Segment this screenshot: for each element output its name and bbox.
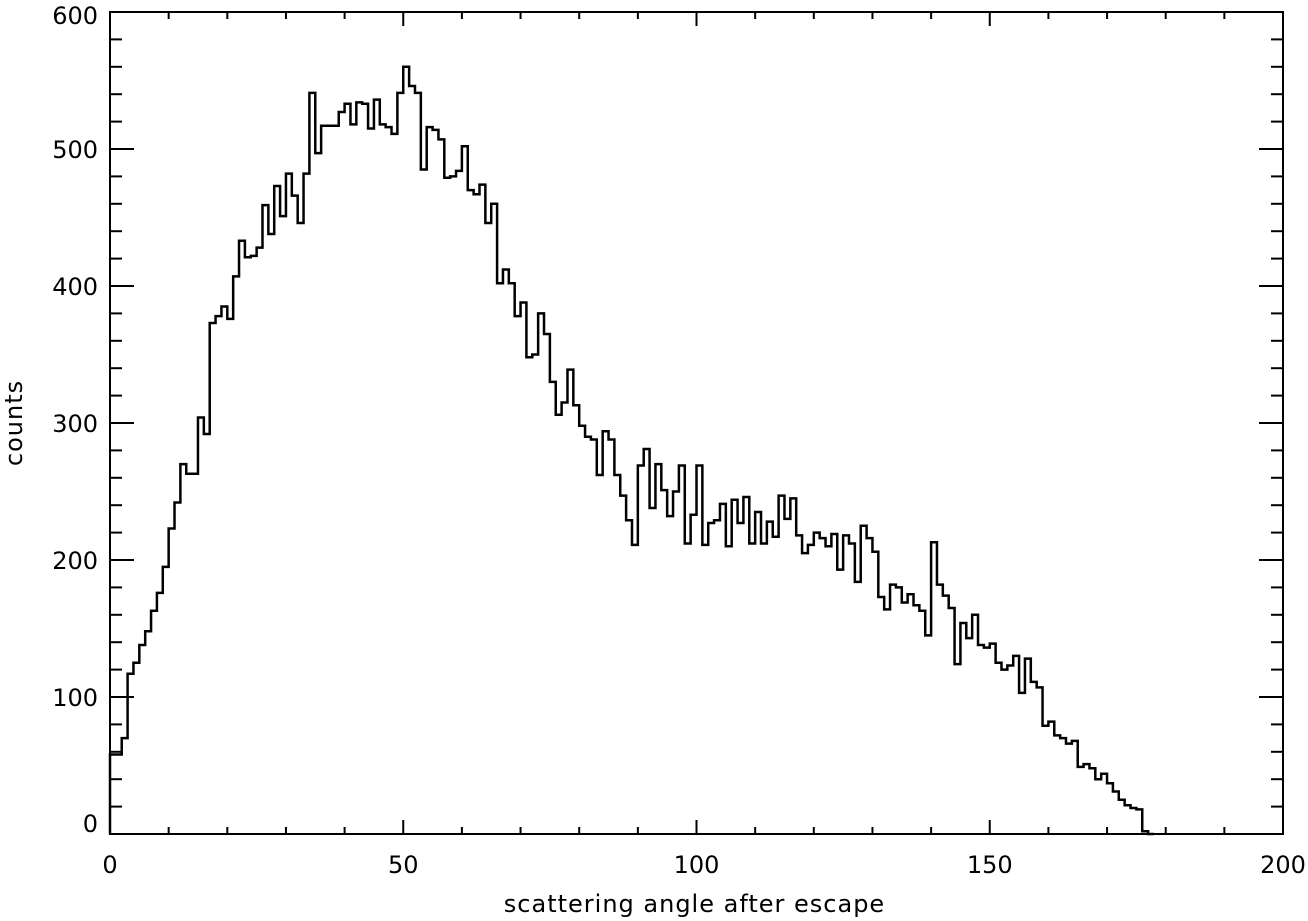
tick-labels: 0 50 100 150 200 0 100 200 300 400 500 600	[52, 2, 1306, 879]
axis-ticks	[109, 11, 1284, 835]
x-tick-label: 200	[1260, 851, 1306, 879]
x-tick-label: 100	[674, 851, 720, 879]
y-tick-label: 100	[52, 684, 98, 712]
x-axis-title: scattering angle after escape	[504, 890, 885, 918]
y-axis-title: counts	[0, 380, 28, 466]
plot-frame	[109, 11, 1284, 835]
y-tick-label: 500	[52, 136, 98, 164]
y-tick-label: 0	[83, 810, 98, 838]
histogram-step-line	[108, 65, 1154, 836]
x-tick-label: 50	[388, 851, 419, 879]
y-tick-label: 300	[52, 410, 98, 438]
x-tick-label: 150	[967, 851, 1013, 879]
y-tick-label: 200	[52, 547, 98, 575]
y-tick-label: 400	[52, 273, 98, 301]
x-tick-label: 0	[102, 851, 117, 879]
y-tick-label: 600	[52, 2, 98, 30]
